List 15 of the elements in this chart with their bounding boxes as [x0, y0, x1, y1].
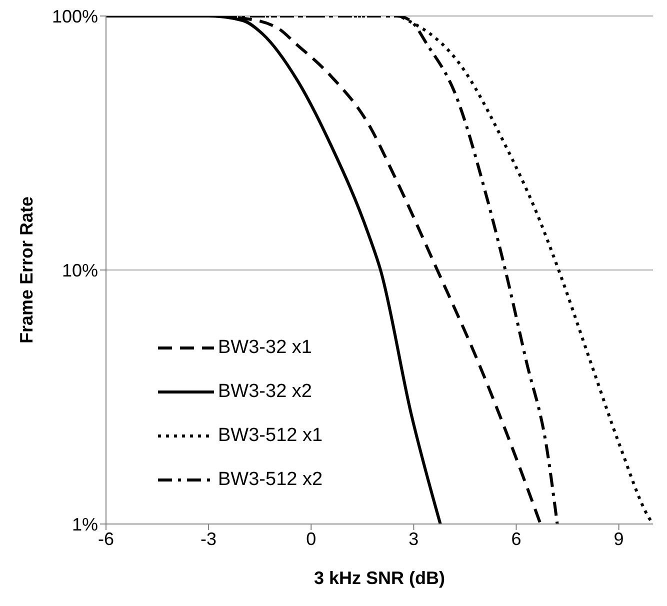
y-axis-title: Frame Error Rate — [16, 196, 36, 344]
x-tick-label: 3 — [408, 528, 419, 549]
y-tick-label: 1% — [72, 514, 98, 534]
legend-label: BW3-32 x1 — [218, 337, 312, 359]
x-axis-title: 3 kHz SNR (dB) — [314, 568, 446, 588]
x-tick-label: 0 — [306, 528, 316, 549]
y-tick-label: 10% — [62, 260, 98, 280]
legend-label: BW3-512 x1 — [218, 425, 323, 447]
legend-label: BW3-32 x2 — [218, 381, 312, 403]
y-tick-label: 100% — [52, 6, 98, 26]
x-tick-label: -6 — [98, 528, 114, 549]
x-tick-label: 9 — [614, 528, 624, 549]
x-tick-label: 6 — [511, 528, 522, 549]
legend-label: BW3-512 x2 — [218, 469, 323, 491]
x-tick-label: -3 — [200, 528, 217, 549]
